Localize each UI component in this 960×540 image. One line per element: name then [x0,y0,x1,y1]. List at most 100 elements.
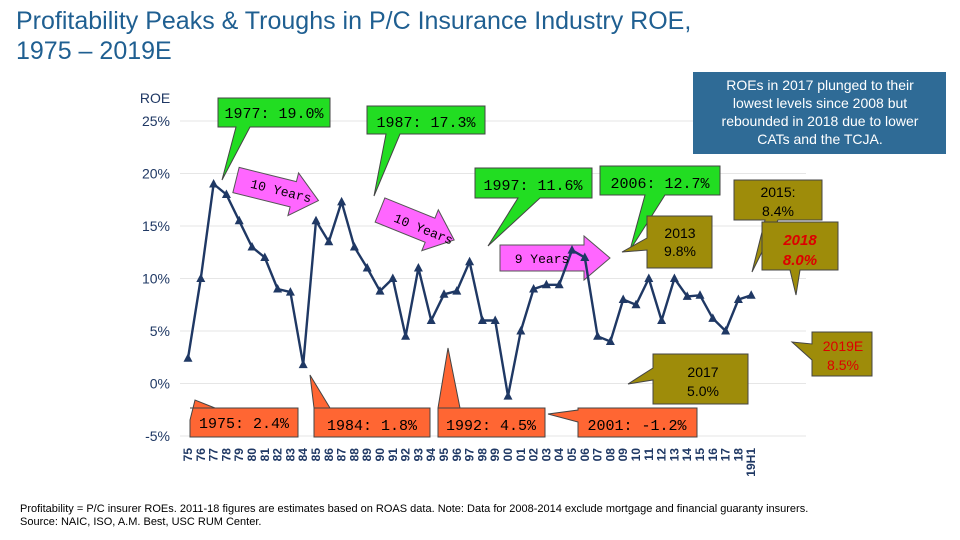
data-point [349,242,359,251]
x-tick-label: 87 [335,448,349,462]
label-2001: 2001: -1.2% [587,418,687,435]
x-tick-label: 82 [271,448,285,462]
y-tick-label: 20% [142,166,170,182]
data-point [362,263,372,272]
footnote-line-1: Profitability = P/C insurer ROEs. 2011-1… [20,503,809,515]
callout-2017 [627,353,749,405]
chart-title: Profitability Peaks & Troughs in P/C Ins… [16,6,916,66]
data-point [234,215,244,225]
data-point [477,315,487,324]
label-1977: 1977: 19.0% [224,106,324,123]
y-tick-label: 5% [150,323,170,339]
data-point [324,236,334,246]
title-line-1: Profitability Peaks & Troughs in P/C Ins… [16,7,692,35]
data-point [580,252,590,261]
x-tick-label: 07 [591,448,605,462]
y-tick-label: -5% [145,428,170,444]
x-tick-label: 12 [655,448,669,462]
data-point [413,263,423,272]
x-tick-label: 83 [283,448,297,462]
y-tick-label: 10% [142,271,170,287]
arrow-10-years-a [232,166,320,217]
data-point [554,279,564,289]
data-point [490,315,500,324]
data-point [311,215,321,225]
x-tick-label: 91 [386,448,400,462]
data-point [439,289,449,298]
x-tick-label: 90 [373,448,387,462]
x-tick-label: 86 [322,448,336,462]
label-2015-l2: 8.4% [762,203,794,219]
data-point [503,391,513,400]
x-tick-label: 13 [667,448,681,462]
x-tick-label: 16 [706,448,720,462]
annotation-texts: 1977: 19.0% 1987: 17.3% 1997: 11.6% 2006: 1… [199,77,919,435]
label-2017-l1: 2017 [687,364,718,380]
info-line-3: rebounded in 2018 due to lower [722,113,919,129]
x-tick-label: 04 [552,448,566,462]
y-axis-labels: 25% 20% 15% 10% 5% 0% -5% [142,113,170,444]
data-point [721,326,731,335]
data-point [183,353,193,362]
data-point [273,284,283,293]
arrow-10-years-b [374,197,455,252]
data-point [516,326,526,335]
data-point [567,245,577,254]
data-point [298,359,308,369]
data-point [644,273,654,282]
callout-2013 [621,215,713,269]
callout-2019E [790,331,873,377]
annotation-shapes [189,72,946,438]
data-point [209,179,219,188]
x-tick-label: 06 [578,448,592,462]
info-line-2: lowest levels since 2008 but [733,95,907,111]
x-tick-label: 00 [501,448,515,462]
data-point [618,294,628,303]
footnote-line-2: Source: NAIC, ISO, A.M. Best, USC RUM Ce… [20,516,262,528]
label-2018-l1: 2018 [782,232,817,249]
data-point [426,315,436,324]
data-point [285,287,295,296]
x-tick-label: 18 [731,448,745,462]
x-tick-label: 05 [565,448,579,462]
x-tick-label: 03 [539,448,553,462]
title-line-2: 1975 – 2019E [16,37,172,65]
x-tick-label: 08 [603,448,617,462]
data-point [669,273,679,282]
x-tick-label: 77 [207,448,221,462]
data-point [388,273,398,282]
callout-1987 [366,105,486,197]
x-tick-label: 98 [475,448,489,462]
x-tick-label: 85 [309,448,323,462]
x-tick-label: 14 [680,448,694,462]
x-tick-label: 80 [245,448,259,462]
label-9-years: 9 Years [515,252,570,267]
label-2019E-l1: 2019E [823,338,863,354]
label-2013-l1: 2013 [664,225,695,241]
x-tick-label: 97 [463,448,477,462]
roe-chart: 25% 20% 15% 10% 5% 0% -5% ROE 7576777879808182… [140,72,946,477]
x-tick-label: 92 [399,448,413,462]
callout-1977 [217,97,331,181]
callout-1984 [309,374,431,438]
data-point [260,252,270,261]
y-tick-label: 25% [142,113,170,129]
info-line-4: CATs and the TCJA. [757,131,883,147]
info-line-1: ROEs in 2017 plunged to their [726,77,914,93]
info-box [693,72,946,154]
data-point [401,331,411,340]
x-tick-label: 09 [616,448,630,462]
label-2018-l2: 8.0% [783,252,817,269]
callout-1997 [474,167,593,247]
y-axis-title: ROE [140,90,170,106]
label-1984: 1984: 1.8% [327,418,418,435]
callout-1992 [437,347,546,438]
data-point [529,284,539,293]
y-tick-label: 0% [150,376,170,392]
x-tick-label: 81 [258,448,272,462]
x-tick-label: 95 [437,448,451,462]
label-1992: 1992: 4.5% [446,418,537,435]
callout-1975 [189,399,299,438]
x-tick-label: 96 [450,448,464,462]
data-point [247,242,257,251]
